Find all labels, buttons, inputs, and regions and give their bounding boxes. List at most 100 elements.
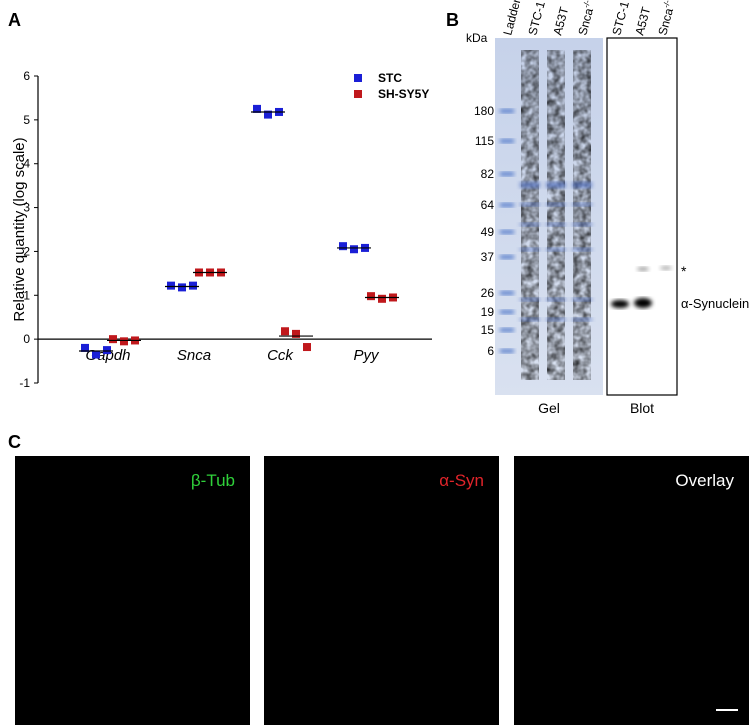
x-tick-label: Snca — [177, 347, 211, 364]
band-annotation: * — [681, 263, 687, 279]
ladder-band — [500, 172, 514, 176]
lane-label: Snca-/- — [574, 0, 598, 37]
gel-lane — [521, 50, 539, 380]
gel-band — [572, 318, 592, 321]
data-point — [81, 343, 89, 352]
gel-band — [546, 182, 566, 188]
stain-label: α-Syn — [439, 471, 484, 490]
data-point — [178, 283, 186, 292]
band-annotation: α-Synuclein — [681, 296, 749, 311]
gel-band — [572, 182, 592, 188]
data-point — [350, 245, 358, 254]
ladder-band — [500, 349, 514, 353]
gel-band — [546, 318, 566, 321]
marker-label: 49 — [481, 225, 495, 239]
gel-band — [572, 203, 592, 206]
gel-band — [546, 203, 566, 206]
stain-label: β-Tub — [191, 471, 235, 490]
blot — [606, 37, 678, 396]
gel-lane — [547, 50, 565, 380]
panel-label: A — [8, 10, 21, 30]
gel-band — [520, 248, 540, 251]
ladder-band — [500, 310, 514, 314]
data-point — [167, 281, 175, 290]
lane-label: STC-1 — [525, 0, 548, 37]
stain-label: Overlay — [675, 471, 734, 490]
ladder-band — [500, 291, 514, 295]
gel-band — [520, 223, 540, 226]
gel-lane — [573, 50, 591, 380]
y-tick-label: 3 — [23, 201, 30, 215]
data-point — [339, 242, 347, 251]
data-point — [367, 292, 375, 301]
marker-label: 19 — [481, 305, 495, 319]
ladder-band — [500, 203, 514, 207]
lane-label: STC-1 — [609, 0, 632, 37]
data-point — [109, 335, 117, 344]
blot-band — [637, 267, 649, 271]
micrograph: α-Syn — [264, 456, 499, 725]
ladder-band — [500, 255, 514, 259]
panel-caption: Blot — [630, 400, 654, 416]
lane-label: A53T — [550, 5, 571, 37]
x-tick-label: Cck — [267, 347, 294, 364]
gel-band — [520, 182, 540, 188]
panel-label: C — [8, 432, 21, 452]
data-point — [378, 294, 386, 303]
ladder-band — [500, 139, 514, 143]
blot-band — [634, 298, 652, 308]
panel-label: B — [446, 10, 459, 30]
marker-label: 26 — [481, 286, 495, 300]
y-tick-label: 0 — [23, 332, 30, 346]
ladder-band — [500, 328, 514, 332]
marker-label: 15 — [481, 323, 495, 337]
cell-cluster — [65, 470, 215, 665]
data-point — [292, 329, 300, 338]
lane-label: Snca-/- — [654, 0, 678, 37]
y-axis-label: Relative quantity (log scale) — [11, 137, 28, 321]
gel-band — [572, 298, 592, 301]
marker-label: 82 — [481, 167, 495, 181]
data-point — [120, 337, 128, 346]
legend-swatch — [354, 74, 362, 82]
micrographs: β-Tub α-Syn Overlay — [15, 456, 749, 725]
y-tick-label: 4 — [23, 157, 30, 171]
marker-label: 37 — [481, 250, 495, 264]
x-tick-label: Pyy — [353, 347, 380, 364]
legend-label: STC — [378, 71, 402, 85]
lane-label: Ladder — [500, 0, 523, 37]
y-tick-label: 5 — [23, 113, 30, 127]
unit-label: kDa — [466, 31, 488, 45]
gel-band — [546, 298, 566, 301]
ladder-band — [500, 109, 514, 113]
data-point — [264, 110, 272, 119]
gel-band — [520, 203, 540, 206]
legend-label: SH-SY5Y — [378, 87, 429, 101]
data-point — [253, 104, 261, 113]
blot-band — [660, 266, 672, 270]
y-tick-label: 1 — [23, 288, 30, 302]
marker-label: 115 — [475, 134, 494, 148]
data-point — [92, 350, 100, 359]
gel-band — [520, 318, 540, 321]
marker-label: 180 — [474, 104, 494, 118]
legend-swatch — [354, 90, 362, 98]
marker-label: 64 — [481, 198, 495, 212]
blot-band — [611, 300, 629, 308]
panel-caption: Gel — [538, 400, 560, 416]
gel-band — [572, 223, 592, 226]
gel-blot: Ladder STC-1 A53T Snca-/- STC-1 A53T Snca-/-kD… — [466, 0, 749, 416]
marker-label: 6 — [487, 344, 494, 358]
ladder-band — [500, 230, 514, 234]
data-point — [189, 281, 197, 290]
micrograph: β-Tub — [15, 456, 250, 725]
lane-label: A53T — [632, 5, 653, 37]
micrograph: Overlay — [514, 456, 749, 725]
y-tick-label: 6 — [23, 69, 30, 83]
data-point — [303, 343, 311, 352]
data-point — [103, 346, 111, 355]
gel-band — [572, 248, 592, 251]
